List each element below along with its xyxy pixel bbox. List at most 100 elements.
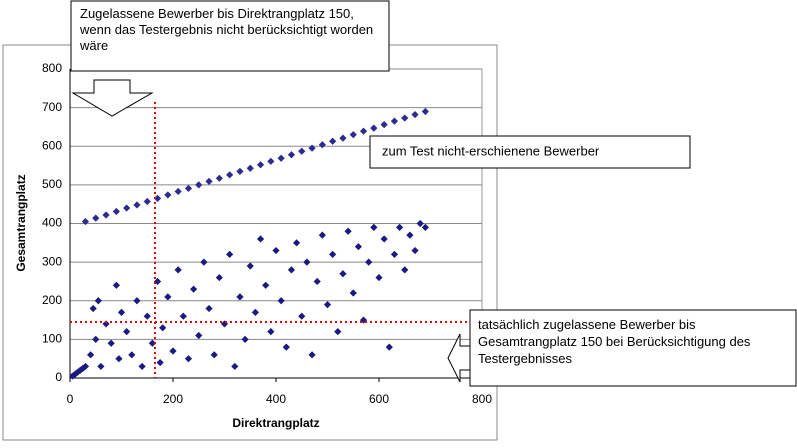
- point: [81, 362, 90, 371]
- point: [123, 328, 131, 336]
- point: [87, 351, 95, 359]
- point: [411, 110, 419, 119]
- point: [164, 293, 172, 301]
- point: [380, 121, 388, 129]
- point: [421, 223, 429, 231]
- point: [133, 201, 141, 209]
- point: [205, 177, 213, 185]
- y-tick-label: 400: [42, 216, 62, 230]
- point: [385, 343, 393, 351]
- point: [112, 281, 120, 289]
- x-tick-label: 400: [266, 392, 286, 406]
- point: [349, 131, 357, 139]
- point: [200, 258, 208, 266]
- callout-box: [369, 135, 691, 169]
- point: [375, 273, 383, 282]
- point: [262, 281, 270, 289]
- point: [349, 289, 357, 297]
- y-tick-label: 100: [42, 332, 62, 346]
- point: [401, 114, 409, 122]
- point: [205, 304, 213, 313]
- point: [241, 335, 249, 343]
- callout-text-box: Zugelassene Bewerber bis Direktrangplatz…: [80, 6, 374, 53]
- point: [323, 301, 332, 309]
- point: [329, 137, 337, 145]
- point: [303, 258, 311, 266]
- point: [174, 266, 182, 274]
- point: [117, 308, 126, 316]
- point: [210, 351, 218, 359]
- point: [298, 312, 306, 320]
- point: [133, 297, 141, 305]
- point: [406, 231, 414, 239]
- point: [231, 362, 239, 371]
- point: [184, 184, 193, 192]
- y-tick-label: 800: [42, 61, 62, 75]
- point: [89, 304, 97, 313]
- annotation: zum Test nicht-erschienene Bewerber: [382, 143, 600, 158]
- point: [102, 211, 110, 219]
- point: [107, 339, 115, 347]
- x-tick-label: 800: [472, 392, 492, 406]
- point: [287, 151, 296, 159]
- point: [71, 370, 79, 378]
- point: [267, 328, 275, 336]
- point: [421, 107, 429, 116]
- point: [277, 154, 285, 162]
- point: [365, 258, 373, 266]
- point: [112, 207, 120, 216]
- callout-box: [70, 0, 390, 72]
- point: [308, 351, 316, 359]
- point: [339, 134, 347, 142]
- y-tick-label: 700: [42, 100, 62, 114]
- point: [236, 167, 244, 175]
- callout-box: [469, 309, 797, 387]
- point: [256, 235, 265, 243]
- point: [370, 223, 378, 231]
- point: [318, 141, 326, 149]
- callout-arrow: [447, 333, 471, 383]
- point: [143, 197, 151, 206]
- point: [128, 351, 136, 359]
- point: [148, 339, 156, 347]
- annotation: tatsächlich zugelassene Bewerber bis Ges…: [478, 317, 751, 366]
- point: [246, 164, 254, 172]
- point: [159, 324, 167, 332]
- point: [76, 366, 84, 374]
- point: [313, 277, 321, 286]
- point: [416, 219, 424, 228]
- point: [226, 250, 234, 258]
- x-axis-label: Direktrangplatz: [232, 416, 319, 430]
- point: [115, 355, 123, 363]
- point: [143, 312, 151, 320]
- point: [97, 362, 105, 371]
- point: [287, 266, 296, 274]
- x-tick-label: 200: [163, 392, 183, 406]
- point: [344, 227, 352, 235]
- x-tick-label: 600: [369, 392, 389, 406]
- point: [190, 285, 198, 293]
- point: [174, 187, 182, 196]
- point: [215, 273, 223, 282]
- point: [380, 235, 388, 243]
- point: [164, 191, 172, 199]
- point: [246, 262, 254, 270]
- point: [277, 297, 285, 305]
- point: [68, 372, 77, 380]
- point: [396, 223, 404, 231]
- point: [236, 293, 244, 301]
- point: [184, 355, 193, 363]
- point: [267, 157, 275, 165]
- point: [339, 270, 347, 278]
- point: [390, 117, 399, 125]
- point: [94, 297, 102, 305]
- point: [354, 243, 362, 251]
- y-tick-label: 300: [42, 254, 62, 268]
- point: [318, 231, 326, 239]
- point: [92, 214, 100, 222]
- point: [370, 124, 378, 132]
- annotation: Zugelassene Bewerber bis Direktrangplatz…: [80, 6, 374, 53]
- point: [272, 246, 280, 255]
